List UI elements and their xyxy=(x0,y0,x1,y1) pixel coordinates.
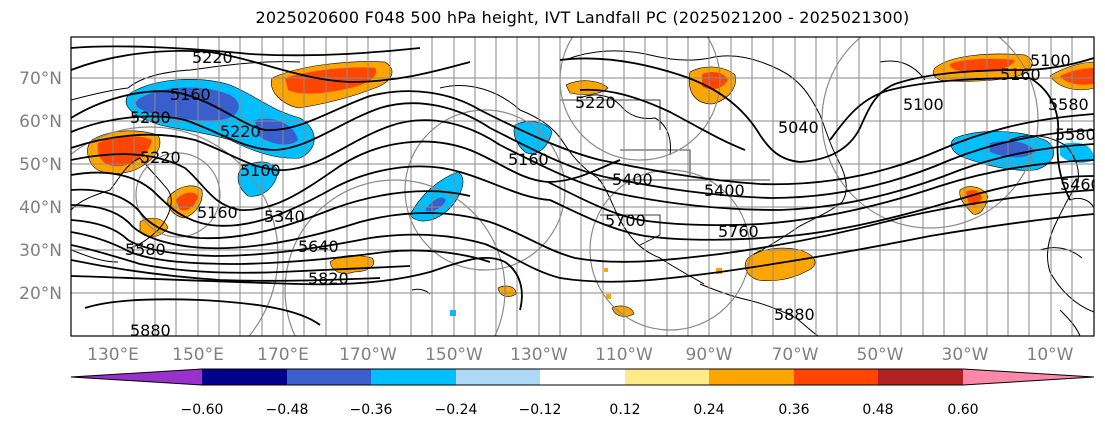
lat-tick-label: 20°N xyxy=(19,284,62,304)
lon-tick-label: 170°W xyxy=(339,345,397,365)
ivt-negative-region xyxy=(255,118,298,145)
lon-tick-label: 170°E xyxy=(257,345,309,365)
contour-label: 5340 xyxy=(264,207,305,226)
colorbar-label: −0.24 xyxy=(435,402,478,418)
ivt-positive-region xyxy=(604,268,608,272)
contour-label: 5220 xyxy=(140,148,181,167)
lon-tick-label: 70°W xyxy=(772,345,819,365)
colorbar-label: 0.60 xyxy=(947,402,978,418)
ivt-negative-region xyxy=(450,310,456,316)
lon-tick-label: 130°W xyxy=(510,345,568,365)
lon-tick-label: 90°W xyxy=(686,345,733,365)
colorbar-label: −0.60 xyxy=(181,402,224,418)
colorbar-label: 0.24 xyxy=(693,402,724,418)
contour-label: 5400 xyxy=(704,181,745,200)
colorbar-label: 0.48 xyxy=(862,402,893,418)
contour-label: 5280 xyxy=(130,108,171,127)
lon-tick-label: 10°W xyxy=(1027,345,1074,365)
colorbar-label: −0.12 xyxy=(519,402,562,418)
colorbar-extend-high xyxy=(963,369,1094,385)
lat-tick-label: 50°N xyxy=(19,155,62,175)
colorbar-label: 0.36 xyxy=(778,402,809,418)
contour-label: 5640 xyxy=(298,237,339,256)
contour-label: 5820 xyxy=(308,269,349,288)
ivt-negative-region xyxy=(135,87,239,121)
ivt-negative-region xyxy=(425,197,446,212)
ivt-positive-region xyxy=(950,58,1015,72)
lon-tick-label: 50°W xyxy=(857,345,904,365)
contour-label: 5580 xyxy=(1055,125,1096,144)
contour-label: 5220 xyxy=(192,48,233,67)
lon-tick-label: 150°E xyxy=(172,345,224,365)
contour-label: 5040 xyxy=(778,118,819,137)
colorbar-label: −0.36 xyxy=(350,402,393,418)
lon-tick-label: 110°W xyxy=(595,345,653,365)
colorbar-cell xyxy=(709,369,794,385)
colorbar: −0.60 −0.48 −0.36 −0.24 −0.12 0.12 0.24 … xyxy=(70,368,1095,418)
contour-label: 5100 xyxy=(240,161,281,180)
contour-label: 5220 xyxy=(220,122,261,141)
colorbar-label: 0.12 xyxy=(609,402,640,418)
contour-label: 5460 xyxy=(1060,175,1101,194)
colorbar-cell xyxy=(287,369,371,385)
map-title: 2025020600 F048 500 hPa height, IVT Land… xyxy=(255,8,910,27)
ivt-negative-region xyxy=(409,171,464,222)
lon-tick-label: 30°W xyxy=(942,345,989,365)
colorbar-cell xyxy=(540,369,625,385)
contour-label: 5160 xyxy=(197,203,238,222)
contour-label: 5700 xyxy=(605,211,646,230)
colorbar-cell xyxy=(202,369,287,385)
colorbar-cell xyxy=(456,369,540,385)
contour-label: 5880 xyxy=(774,305,815,324)
contour-label: 5160 xyxy=(1000,65,1041,84)
colorbar-cell xyxy=(371,369,456,385)
ivt-positive-region xyxy=(745,247,816,282)
ivt-positive-region xyxy=(606,294,611,299)
contour-label: 5880 xyxy=(130,321,171,340)
colorbar-extend-low xyxy=(71,369,202,385)
lat-tick-label: 30°N xyxy=(19,241,62,261)
colorbar-label: −0.48 xyxy=(266,402,309,418)
contour-label: 5220 xyxy=(575,93,616,112)
borders xyxy=(560,99,770,246)
colorbar-cell xyxy=(625,369,709,385)
lon-tick-label: 150°W xyxy=(425,345,483,365)
contour-label: 5580 xyxy=(1048,95,1089,114)
lon-tick-labels: 130°E 150°E 170°E 170°W 150°W 130°W 110°… xyxy=(87,345,1074,365)
contour-labels: 5220 5160 5280 5220 5100 5220 5160 5340 … xyxy=(125,48,1101,340)
lat-tick-label: 60°N xyxy=(19,112,62,132)
ivt-negative-region xyxy=(1060,142,1094,163)
height-contours xyxy=(71,45,1094,326)
contour-label: 5100 xyxy=(1030,51,1071,70)
colorbar-outline xyxy=(70,368,1095,386)
ivt-positive-region xyxy=(611,305,635,317)
graticule xyxy=(71,37,1094,336)
lat-tick-labels: 70°N 60°N 50°N 40°N 30°N 20°N xyxy=(19,69,62,304)
colorbar-cell xyxy=(878,369,963,385)
contour-label: 5160 xyxy=(508,150,549,169)
lat-tick-label: 70°N xyxy=(19,69,62,89)
ivt-negative-region xyxy=(237,161,279,197)
colorbar-cell xyxy=(794,369,878,385)
contour-label: 5160 xyxy=(170,85,211,104)
contour-label: 5760 xyxy=(718,222,759,241)
ivt-shading xyxy=(87,53,1094,317)
map-frame xyxy=(70,36,1095,337)
contour-label: 5100 xyxy=(903,95,944,114)
lon-tick-label: 130°E xyxy=(87,345,139,365)
contour-label: 5400 xyxy=(612,170,653,189)
ivt-positive-region xyxy=(176,192,198,211)
contour-label: 5580 xyxy=(125,240,166,259)
lat-tick-label: 40°N xyxy=(19,198,62,218)
ivt-positive-region xyxy=(1060,68,1094,85)
